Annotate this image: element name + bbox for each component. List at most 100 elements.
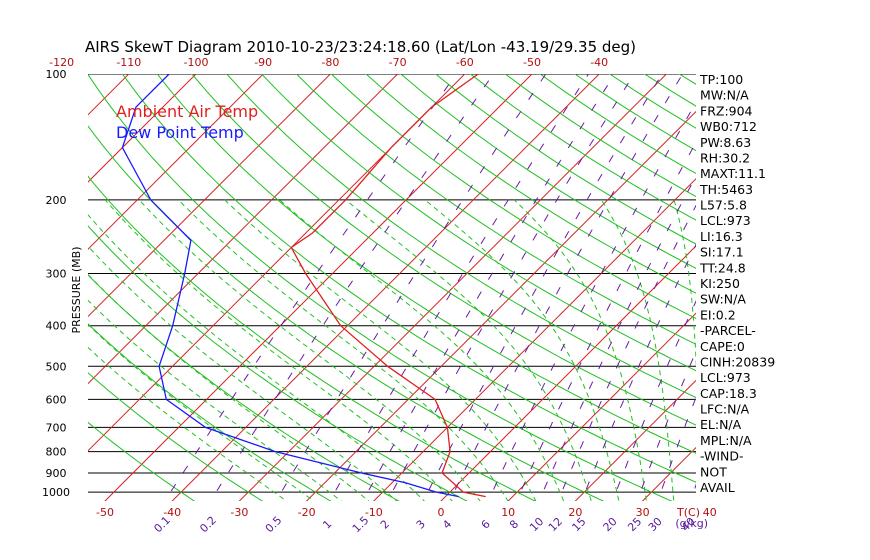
isotherm--130: [0, 55, 14, 510]
moist-adiabat-lines: [88, 199, 696, 501]
pressure-label-200: 200: [46, 194, 67, 207]
sounding-profiles: [121, 74, 486, 498]
top-tick--110: -110: [116, 56, 141, 69]
index-item-6: RH:30.2: [700, 150, 750, 165]
index-item-14: KI:250: [700, 276, 740, 291]
dry-adiabat-240: [785, 55, 870, 510]
pressure-label-900: 900: [46, 467, 67, 480]
plot-area: [0, 55, 870, 510]
isotherm--120: [0, 55, 81, 510]
index-item-7: MAXT:11.1: [700, 166, 766, 181]
moist-adiabat-20: [279, 199, 565, 501]
moist-adiabat-36: [600, 199, 675, 501]
isotherm--20: [305, 110, 696, 501]
dry-adiabat-40: [121, 74, 696, 483]
mixing-tick-4: 4: [440, 517, 454, 531]
top-tick--120: -120: [49, 56, 74, 69]
top-tick--70: -70: [389, 56, 407, 69]
mixing-ratio-line-25: [636, 350, 696, 501]
mixing-tick-3: 3: [414, 517, 428, 531]
moist-adiabat-40: [673, 199, 696, 369]
mixing-tick-6: 6: [479, 517, 493, 531]
pressure-label-800: 800: [46, 446, 67, 459]
dry-adiabat-30: [88, 74, 673, 501]
moist-adiabat--12: [88, 299, 342, 501]
index-item-25: -WIND-: [700, 449, 744, 464]
dry-adiabat-120: [400, 74, 696, 269]
index-item-8: TH:5463: [699, 182, 753, 197]
dry-adiabat-60: [191, 74, 696, 426]
moist-adiabat-16: [224, 199, 537, 501]
mixing-ratio-line-6: [487, 101, 696, 501]
pressure-label-400: 400: [46, 320, 67, 333]
index-item-15: SW:N/A: [700, 292, 746, 307]
moist-adiabat--4: [88, 245, 398, 501]
chart-title: AIRS SkewT Diagram 2010-10-23/23:24:18.6…: [85, 38, 636, 56]
isotherm-50: [769, 55, 870, 510]
legend-entry-2: Dew Point Temp: [116, 123, 244, 142]
dewpoint-profile: [121, 74, 459, 498]
mixing-ratio-line-1.5: [362, 74, 616, 501]
isotherm--40: [171, 74, 600, 501]
top-temperature-axis: -120 -110 -100 -90 -80 -70 -60 -50 -40: [49, 56, 608, 69]
bottom-tick--40: -40: [163, 506, 181, 519]
dry-adiabat--40: [88, 421, 196, 501]
legend-entry-1: Ambient Air Temp: [116, 102, 258, 121]
dry-adiabat-140: [469, 74, 696, 221]
stability-indices: TP:100MW:N/AFRZ:904WB0:712PW:8.63RH:30.2…: [699, 72, 775, 495]
moist-adiabat--16: [88, 323, 315, 501]
mixing-ratio-line-0.1: [164, 74, 457, 501]
isotherm--50: [104, 74, 533, 501]
dry-adiabat--30: [88, 372, 264, 501]
mixing-tick-0.2: 0.2: [197, 514, 219, 536]
bottom-tick--10: -10: [365, 506, 383, 519]
isotherm-60: [836, 55, 870, 510]
isotherm-10: [507, 312, 696, 501]
mixing-ratio-line-30: [657, 396, 696, 501]
pressure-label-500: 500: [46, 360, 67, 373]
isotherm--30: [238, 74, 668, 501]
isotherm--100: [88, 74, 197, 183]
index-item-11: LI:16.3: [700, 229, 743, 244]
bottom-tick-30: 30: [636, 506, 650, 519]
dry-adiabat-lines: [88, 55, 870, 510]
index-item-20: LCL:973: [700, 370, 751, 385]
dry-adiabat--20: [88, 323, 332, 501]
bottom-tick--50: -50: [96, 506, 114, 519]
mixing-ratio-line-4: [449, 74, 684, 501]
top-tick--50: -50: [523, 56, 541, 69]
dry-adiabat--10: [88, 274, 400, 501]
bottom-temperature-axis: -50 -40 -30 -20 -10 0 10 20 30 40T(C): [96, 506, 717, 519]
pressure-axis: 100 200 300 400 500 600 700 800 900 1000: [42, 68, 70, 499]
index-item-12: SI:17.1: [700, 245, 744, 260]
mixing-ratio-line-2: [386, 74, 635, 501]
top-tick--80: -80: [321, 56, 339, 69]
dry-adiabat-100: [330, 74, 696, 319]
moist-adiabat-32: [513, 199, 647, 501]
moist-adiabat--8: [88, 273, 370, 501]
index-item-5: PW:8.63: [700, 135, 751, 150]
mixing-tick-0.5: 0.5: [263, 514, 285, 536]
dry-adiabat-10: [88, 175, 537, 501]
index-item-24: MPL:N/A: [700, 433, 752, 448]
pressure-label-700: 700: [46, 421, 67, 434]
index-item-1: TP:100: [699, 72, 743, 87]
pressure-label-100: 100: [46, 68, 67, 81]
isotherm-20: [574, 379, 696, 501]
dry-adiabat-230: [751, 55, 870, 510]
index-item-9: L57:5.8: [700, 198, 747, 213]
dry-adiabat-50: [156, 74, 696, 454]
dry-adiabat-20: [88, 125, 605, 501]
index-item-19: CINH:20839: [700, 354, 775, 369]
moist-adiabat-28: [424, 199, 620, 501]
pressure-label-600: 600: [46, 393, 67, 406]
mixing-ratio-line-15: [580, 243, 696, 501]
mixing-tick-8: 8: [507, 517, 521, 531]
dry-adiabat-110: [365, 74, 696, 294]
dry-adiabat-90: [295, 74, 696, 345]
bottom-tick--30: -30: [230, 506, 248, 519]
dry-adiabat-70: [226, 74, 696, 399]
top-tick--40: -40: [590, 56, 608, 69]
index-item-27: AVAIL: [700, 480, 735, 495]
